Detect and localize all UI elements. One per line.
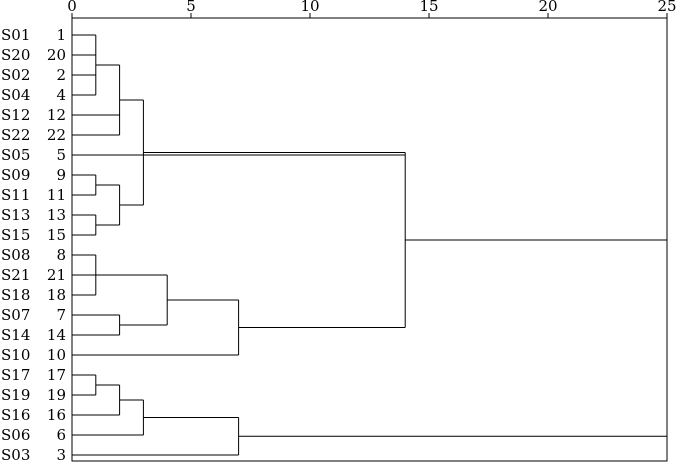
- leaf-name-2: S02: [1, 66, 30, 84]
- leaf-number-2: 2: [56, 66, 66, 84]
- leaf-number-5: 5: [56, 146, 66, 164]
- leaf-name-17: S17: [1, 366, 30, 384]
- leaf-name-20: S20: [1, 46, 30, 64]
- leaf-name-5: S05: [1, 146, 30, 164]
- leaf-number-1: 1: [56, 26, 66, 44]
- leaf-number-8: 8: [56, 246, 66, 264]
- leaf-number-6: 6: [56, 426, 66, 444]
- leaf-number-19: 19: [47, 386, 66, 404]
- dendrogram-links: [72, 34, 668, 456]
- x-tick-label-0: 0: [67, 0, 77, 15]
- leaf-name-16: S16: [1, 406, 30, 424]
- leaf-name-1: S01: [1, 26, 30, 44]
- x-tick-label-10: 10: [300, 0, 319, 15]
- x-axis-ticks: 0 5 10 15 20 25: [67, 0, 677, 18]
- leaf-number-17: 17: [47, 366, 66, 384]
- x-tick-label-5: 5: [186, 0, 196, 15]
- leaf-name-4: S04: [1, 86, 30, 104]
- leaf-name-8: S08: [1, 246, 30, 264]
- leaf-name-14: S14: [1, 326, 30, 344]
- leaf-number-10: 10: [47, 346, 66, 364]
- leaf-number-18: 18: [47, 286, 66, 304]
- leaf-number-9: 9: [56, 166, 66, 184]
- leaf-number-21: 21: [47, 266, 66, 284]
- leaf-number-4: 4: [56, 86, 66, 104]
- leaf-number-15: 15: [47, 226, 66, 244]
- leaf-name-12: S12: [1, 106, 30, 124]
- plot-frame: [71, 17, 668, 462]
- leaf-name-19: S19: [1, 386, 30, 404]
- leaf-name-18: S18: [1, 286, 30, 304]
- leaf-number-3: 3: [56, 446, 66, 462]
- leaf-number-11: 11: [47, 186, 66, 204]
- leaf-name-15: S15: [1, 226, 30, 244]
- leaf-number-20: 20: [47, 46, 66, 64]
- leaf-labels: S01 1 S20 20 S02 2 S04 4 S12 12 S22 22 S05 5 S09 9 S11 11…: [1, 26, 66, 462]
- x-tick-label-20: 20: [538, 0, 557, 15]
- leaf-number-22: 22: [47, 126, 66, 144]
- leaf-name-13: S13: [1, 206, 30, 224]
- leaf-number-7: 7: [56, 306, 66, 324]
- leaf-name-9: S09: [1, 166, 30, 184]
- leaf-number-12: 12: [47, 106, 66, 124]
- leaf-number-16: 16: [47, 406, 66, 424]
- x-tick-label-25: 25: [657, 0, 676, 15]
- leaf-name-10: S10: [1, 346, 30, 364]
- leaf-name-11: S11: [1, 186, 30, 204]
- leaf-name-3: S03: [1, 446, 30, 462]
- leaf-name-7: S07: [1, 306, 30, 324]
- leaf-number-14: 14: [47, 326, 66, 344]
- leaf-number-13: 13: [47, 206, 66, 224]
- leaf-name-22: S22: [1, 126, 30, 144]
- x-tick-label-15: 15: [419, 0, 438, 15]
- leaf-name-21: S21: [1, 266, 30, 284]
- leaf-name-6: S06: [1, 426, 30, 444]
